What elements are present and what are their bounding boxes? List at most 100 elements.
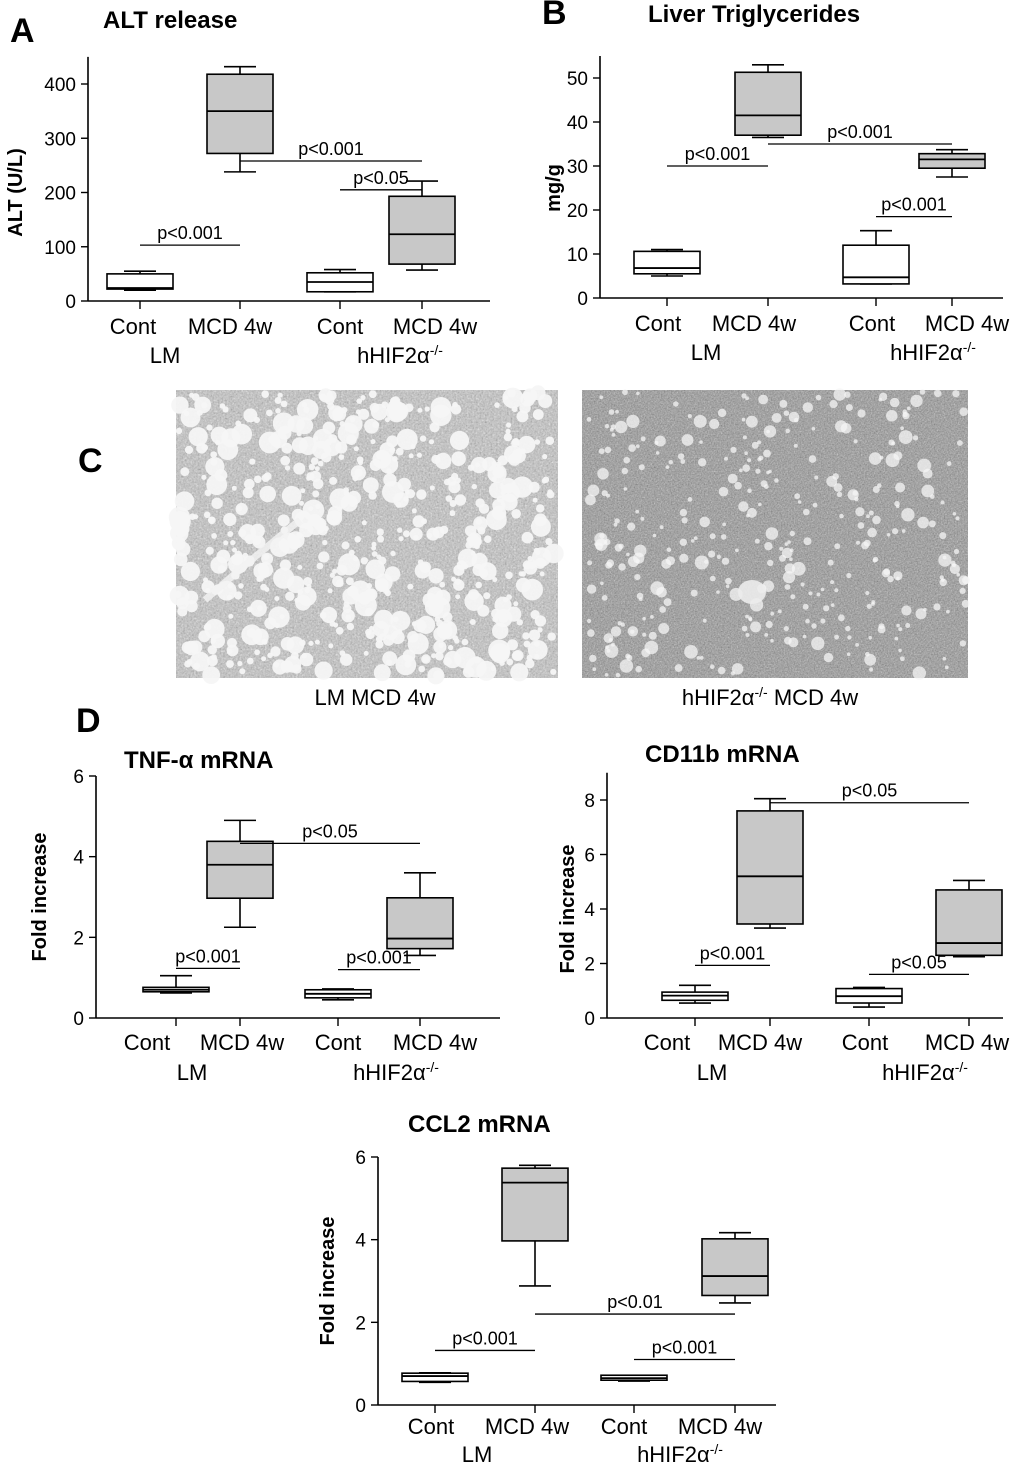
lipid-vacuole	[959, 640, 967, 647]
group-label: LM	[691, 340, 722, 365]
lipid-vacuole	[956, 572, 960, 577]
lipid-vacuole	[453, 579, 465, 591]
lipid-vacuole	[430, 404, 452, 426]
lipid-vacuole	[279, 559, 292, 571]
lipid-vacuole	[641, 648, 651, 658]
lipid-vacuole	[800, 582, 805, 587]
lipid-vacuole	[944, 665, 949, 670]
lipid-vacuole	[895, 482, 906, 493]
lipid-vacuole	[852, 490, 858, 496]
p-value-label: p<0.001	[700, 943, 766, 963]
lipid-vacuole	[451, 472, 459, 481]
lipid-vacuole	[475, 518, 483, 525]
lipid-vacuole	[371, 551, 378, 557]
lipid-vacuole	[854, 496, 859, 502]
lipid-vacuole	[864, 653, 877, 666]
lipid-vacuole	[833, 483, 843, 492]
lipid-vacuole	[428, 439, 435, 445]
lipid-vacuole	[370, 439, 376, 445]
lipid-vacuole	[674, 664, 683, 672]
lipid-vacuole	[658, 623, 670, 634]
lipid-vacuole	[343, 601, 350, 608]
lipid-vacuole	[878, 397, 883, 402]
lipid-vacuole	[407, 631, 419, 643]
lipid-vacuole	[381, 401, 389, 409]
lipid-vacuole	[603, 633, 614, 643]
p-value-label: p<0.001	[685, 144, 751, 164]
lipid-vacuole	[428, 568, 444, 584]
lipid-vacuole	[901, 529, 906, 533]
lipid-vacuole	[201, 474, 207, 480]
lipid-vacuole	[745, 396, 749, 401]
lipid-vacuole	[840, 423, 852, 434]
box-iqr	[388, 195, 456, 265]
lipid-vacuole	[938, 553, 952, 567]
lipid-vacuole	[455, 594, 461, 600]
lipid-vacuole	[912, 435, 919, 441]
lipid-vacuole	[622, 389, 628, 396]
lipid-vacuole	[477, 526, 486, 535]
lipid-vacuole	[794, 493, 801, 500]
lipid-vacuole	[280, 455, 291, 466]
lipid-vacuole	[492, 622, 509, 640]
lipid-vacuole	[748, 617, 753, 622]
lipid-vacuole	[246, 657, 254, 665]
lipid-vacuole	[306, 472, 315, 481]
lipid-vacuole	[536, 504, 545, 513]
y-tick-label: 20	[567, 201, 588, 222]
lipid-vacuole	[211, 497, 223, 509]
lipid-vacuole	[693, 414, 707, 428]
lipid-vacuole	[345, 614, 352, 621]
lipid-vacuole	[928, 520, 936, 528]
lipid-vacuole	[395, 447, 404, 456]
p-value-label: p<0.001	[452, 1328, 518, 1348]
lipid-vacuole	[226, 644, 239, 657]
lipid-vacuole	[770, 611, 775, 616]
lipid-vacuole	[900, 426, 904, 431]
lipid-vacuole	[544, 543, 564, 564]
lipid-vacuole	[922, 468, 933, 479]
box-iqr	[401, 1372, 469, 1383]
lipid-vacuole	[803, 508, 810, 516]
lipid-vacuole	[921, 484, 935, 498]
lipid-vacuole	[180, 407, 201, 428]
p-value-label: p<0.05	[302, 821, 358, 841]
lipid-vacuole	[855, 507, 865, 517]
lipid-vacuole	[724, 456, 728, 461]
lipid-vacuole	[650, 615, 654, 619]
lipid-vacuole	[684, 645, 698, 659]
liver-triglycerides-chart: Liver Triglycerides mg/g 0 10 20 30 40 50 Cont MC…	[543, 1, 1009, 365]
lipid-vacuole	[816, 592, 821, 597]
category-label: Cont	[408, 1414, 454, 1439]
lipid-vacuole	[516, 619, 523, 626]
lipid-vacuole	[784, 584, 791, 590]
lipid-vacuole	[471, 533, 478, 540]
lipid-vacuole	[528, 481, 540, 493]
lipid-vacuole	[530, 610, 540, 620]
lipid-vacuole	[508, 453, 521, 466]
panel-label-c: C	[78, 442, 103, 480]
lipid-vacuole	[284, 465, 291, 471]
lipid-vacuole	[673, 401, 679, 407]
lipid-vacuole	[379, 633, 387, 641]
lipid-vacuole	[447, 644, 454, 651]
lipid-vacuole	[402, 649, 416, 663]
lipid-vacuole	[383, 625, 399, 640]
lipid-vacuole	[666, 547, 672, 552]
lipid-vacuole	[595, 542, 603, 550]
lipid-vacuole	[790, 548, 794, 552]
lipid-vacuole	[763, 449, 771, 458]
lipid-vacuole	[175, 427, 183, 435]
lipid-vacuole	[530, 516, 551, 537]
lipid-vacuole	[360, 557, 368, 565]
lipid-vacuole	[413, 619, 427, 633]
lipid-vacuole	[626, 414, 640, 428]
y-tick-label: 400	[44, 75, 76, 96]
lipid-vacuole	[934, 389, 942, 398]
lipid-vacuole	[741, 625, 748, 632]
lipid-vacuole	[490, 666, 496, 671]
group-label: LM	[177, 1060, 208, 1085]
lipid-vacuole	[173, 552, 188, 567]
lipid-vacuole	[180, 467, 190, 477]
lipid-vacuole	[316, 562, 324, 570]
